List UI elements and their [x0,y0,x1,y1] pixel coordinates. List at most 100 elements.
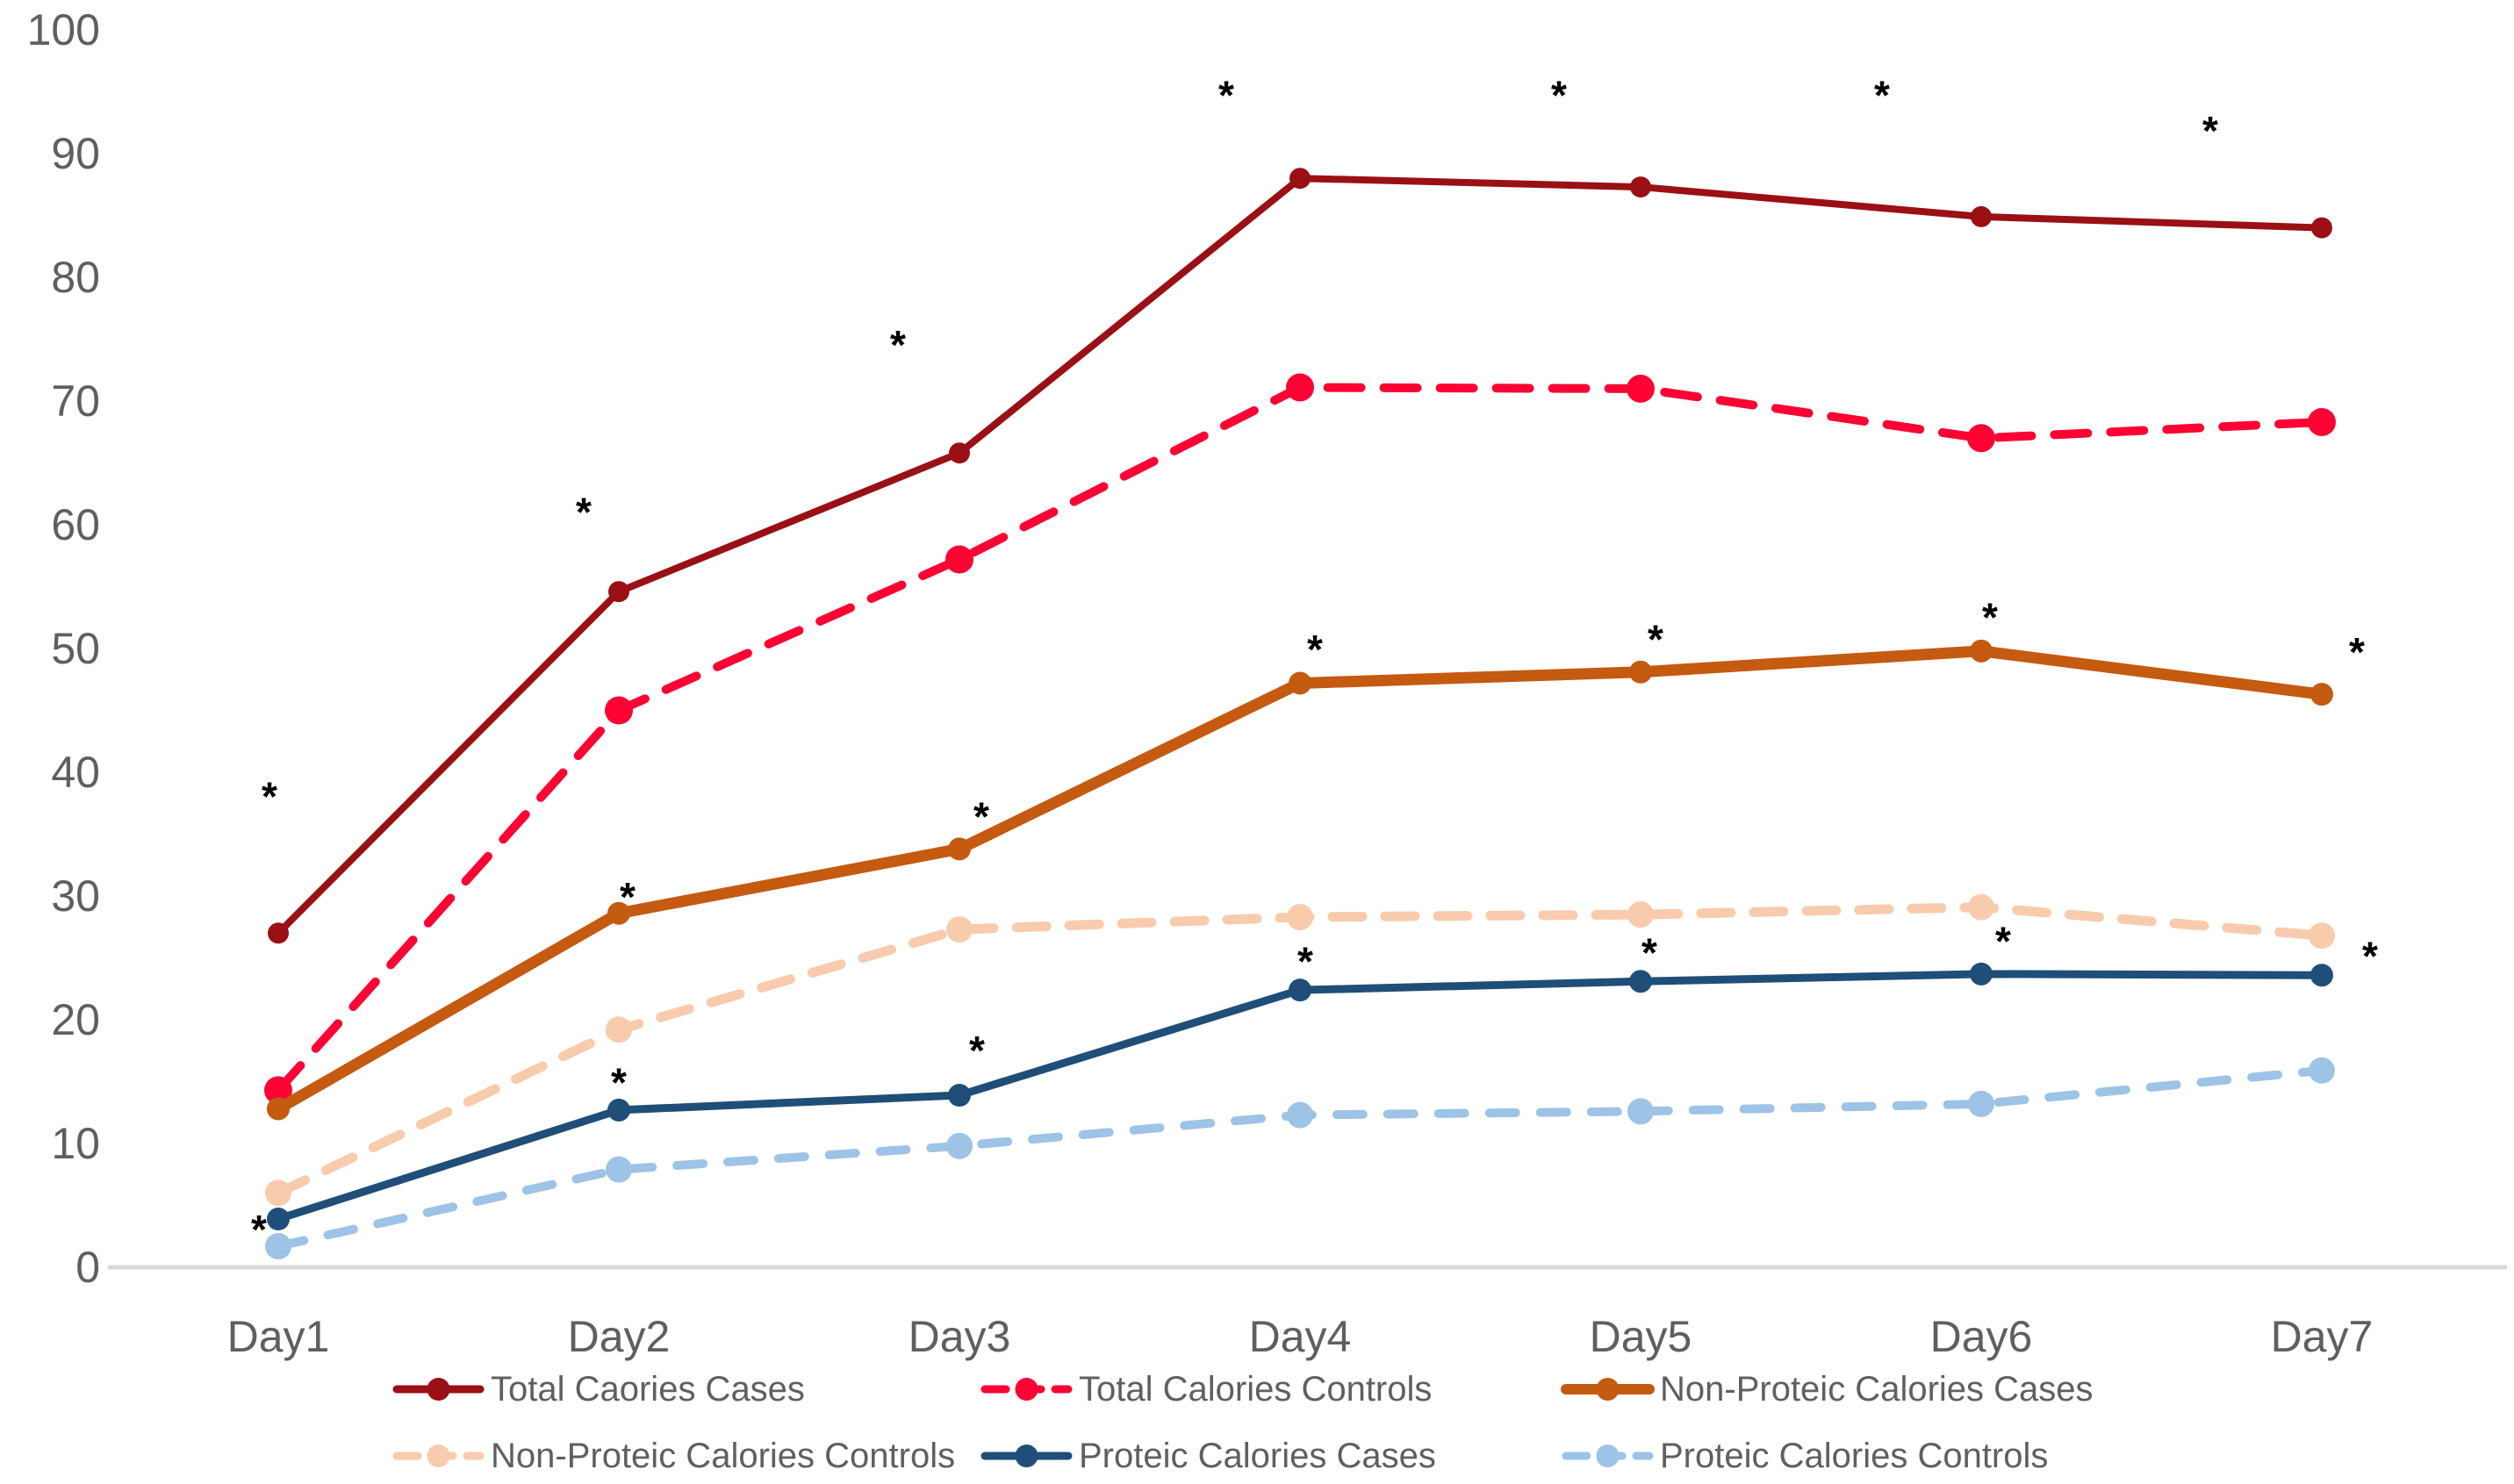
data-point-proteic-calories-controls-day1 [265,1233,291,1260]
data-point-non-proteic-calories-cases-day6 [1970,639,1993,663]
significance-asterisk: * [1307,627,1323,672]
legend-swatch-dot-icon [1015,1378,1038,1401]
data-point-proteic-calories-cases-day3 [948,1084,971,1108]
data-point-proteic-calories-controls-day5 [1627,1098,1654,1125]
data-point-proteic-calories-cases-day5 [1629,970,1652,993]
significance-asterisk: * [1551,72,1567,118]
data-point-total-calories-controls-day1 [264,1076,292,1105]
data-point-non-proteic-calories-controls-day4 [1287,903,1313,930]
data-point-proteic-calories-controls-day4 [1287,1101,1313,1129]
data-point-total-caories-cases-day3 [949,442,970,464]
significance-asterisk: * [1995,919,2011,964]
data-point-total-caories-cases-day4 [1289,168,1311,190]
data-point-proteic-calories-cases-day7 [2310,964,2333,987]
data-point-non-proteic-calories-controls-day2 [606,1016,632,1043]
x-axis-label-day6: Day6 [1930,1312,2033,1361]
legend-label: Proteic Calories Cases [1079,1437,1436,1475]
x-axis-label-day2: Day2 [568,1312,671,1361]
significance-asterisk: * [890,322,906,368]
data-point-total-calories-controls-day2 [605,696,633,725]
legend-label: Total Caories Cases [491,1370,805,1409]
significance-asterisk: * [576,489,592,534]
data-point-non-proteic-calories-cases-day7 [2310,683,2333,706]
y-axis-tick-label: 10 [51,1119,100,1168]
legend-item-total-caories-cases: Total Caories Cases [392,1370,805,1409]
data-point-proteic-calories-controls-day7 [2309,1057,2335,1084]
data-point-total-caories-cases-day2 [608,581,629,603]
y-axis-tick-label: 70 [51,376,100,426]
significance-asterisk: * [969,1028,985,1073]
series-line-proteic-calories-controls [274,1065,2326,1251]
data-point-total-calories-controls-day3 [945,545,973,574]
data-point-total-caories-cases-day5 [1630,176,1651,198]
data-point-proteic-calories-cases-day4 [1289,979,1311,1002]
data-point-proteic-calories-cases-day1 [267,1208,290,1231]
legend-swatch-dot-icon [427,1445,450,1467]
y-axis-tick-label: 60 [51,500,100,549]
y-axis-tick-label: 40 [51,748,100,797]
significance-asterisk: * [1648,617,1663,663]
significance-asterisk: * [1641,929,1657,975]
y-axis-tick-label: 100 [27,5,100,54]
data-point-non-proteic-calories-cases-day3 [948,837,971,861]
data-point-total-calories-controls-day5 [1627,374,1655,403]
significance-asterisk: * [1218,72,1234,118]
x-axis-label-day7: Day7 [2271,1312,2374,1361]
x-axis-label-day1: Day1 [227,1312,330,1361]
legend-item-proteic-calories-cases: Proteic Calories Cases [980,1437,1436,1475]
data-point-non-proteic-calories-cases-day1 [267,1097,290,1121]
significance-asterisk: * [620,874,636,920]
y-axis-tick-label: 20 [51,995,100,1044]
significance-asterisk: * [1982,594,1998,640]
data-point-non-proteic-calories-controls-day5 [1627,901,1654,928]
data-point-total-caories-cases-day6 [1971,205,1992,227]
significance-asterisk: * [262,774,277,820]
significance-asterisk: * [2362,934,2378,979]
x-axis-label-day3: Day3 [909,1312,1011,1361]
y-axis-tick-label: 50 [51,624,100,673]
data-point-total-calories-controls-day6 [1967,424,1995,453]
legend-label: Total Calories Controls [1079,1370,1432,1409]
significance-asterisk: * [1874,72,1890,118]
y-axis-tick-label: 90 [51,129,100,178]
data-point-total-calories-controls-day4 [1286,373,1314,402]
x-axis-label-day4: Day4 [1249,1312,1352,1361]
legend-swatch-dot-icon [427,1378,450,1401]
data-point-total-caories-cases-day7 [2311,217,2332,239]
significance-asterisk: * [2202,108,2218,154]
series-line-total-caories-cases [275,175,2325,937]
significance-asterisk: * [2349,629,2365,675]
legend-label: Proteic Calories Controls [1660,1437,2048,1475]
data-point-non-proteic-calories-cases-day4 [1289,671,1311,695]
data-point-proteic-calories-controls-day2 [606,1156,632,1183]
significance-asterisk: * [251,1207,267,1252]
significance-asterisk: * [611,1059,627,1105]
legend-swatch-dot-icon [1596,1378,1620,1401]
legend-item-non-proteic-calories-controls: Non-Proteic Calories Controls [392,1437,955,1475]
legend-item-non-proteic-calories-cases: Non-Proteic Calories Cases [1561,1370,2094,1409]
significance-asterisk: * [1297,938,1313,984]
y-axis-tick-label: 80 [51,253,100,302]
legend-label: Non-Proteic Calories Cases [1660,1370,2094,1409]
data-point-proteic-calories-controls-day3 [946,1132,973,1159]
legend-item-total-calories-controls: Total Calories Controls [980,1370,1432,1409]
data-point-proteic-calories-cases-day2 [607,1098,630,1122]
data-point-proteic-calories-controls-day6 [1968,1090,1994,1117]
data-point-total-calories-controls-day7 [2308,407,2336,436]
data-point-proteic-calories-cases-day6 [1970,962,1993,986]
legend-swatch-dot-icon [1015,1445,1038,1467]
data-point-non-proteic-calories-controls-day3 [946,916,973,943]
series-line-non-proteic-calories-cases [272,645,2328,1115]
x-axis-label-day5: Day5 [1590,1312,1692,1361]
y-axis-tick-label: 30 [51,871,100,921]
legend-swatch-dot-icon [1596,1445,1620,1467]
legend-item-proteic-calories-controls: Proteic Calories Controls [1562,1437,2048,1475]
significance-asterisk: * [973,793,989,839]
data-point-total-caories-cases-day1 [268,922,289,944]
data-point-non-proteic-calories-cases-day5 [1629,660,1652,684]
data-point-non-proteic-calories-controls-day6 [1968,893,1994,921]
data-point-non-proteic-calories-cases-day2 [607,901,630,925]
data-point-non-proteic-calories-controls-day1 [265,1179,291,1207]
